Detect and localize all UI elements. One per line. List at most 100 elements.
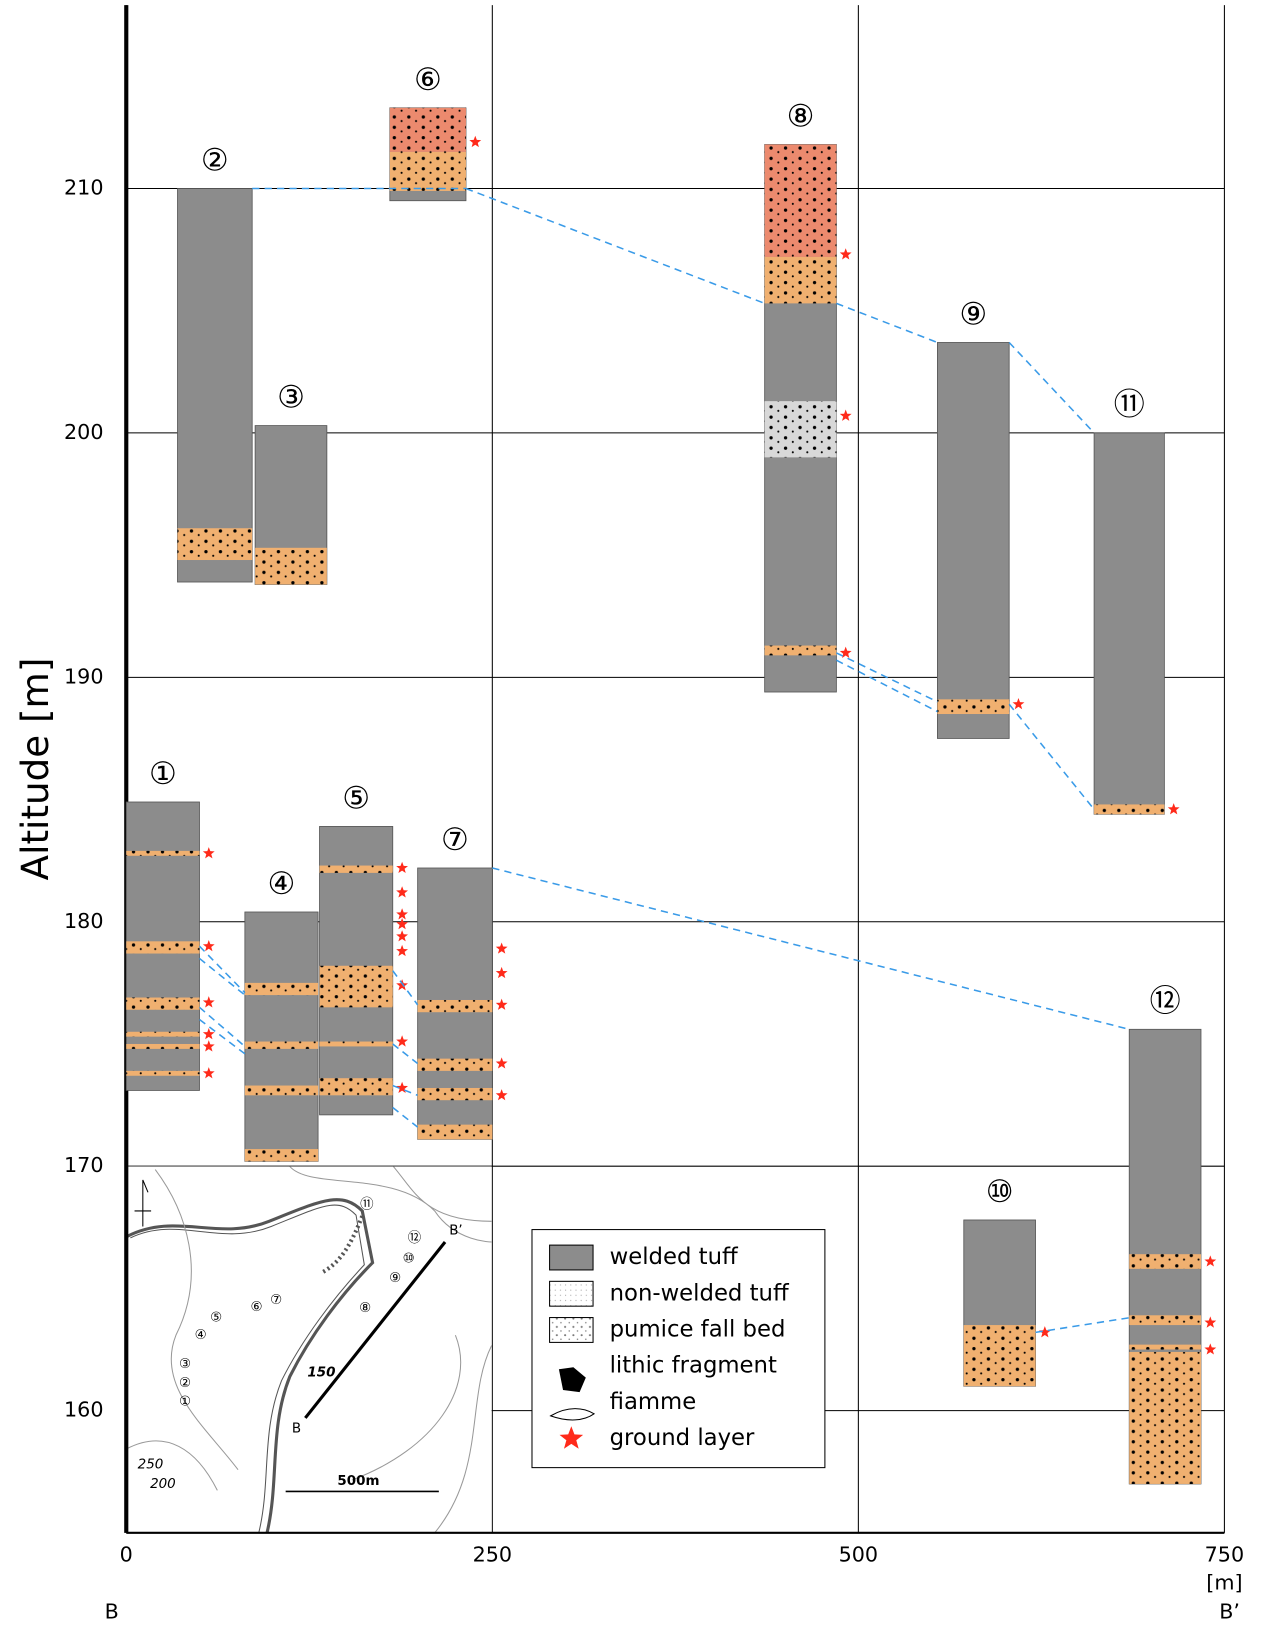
legend-label: pumice fall bed xyxy=(610,1316,786,1342)
correlation-line xyxy=(393,1044,418,1064)
layer xyxy=(390,152,466,191)
ground-layer-star xyxy=(496,1089,508,1100)
site-label: ⑪ xyxy=(360,1197,373,1213)
column-label: ② xyxy=(201,143,229,179)
correlation-line xyxy=(466,188,765,303)
ground-layer-star xyxy=(203,1067,215,1078)
section-start: B xyxy=(292,1421,301,1436)
ground-layer-star xyxy=(496,967,508,978)
layer xyxy=(937,699,1009,714)
legend-label: fiamme xyxy=(610,1389,697,1415)
site-label: ⑥ xyxy=(250,1300,262,1315)
legend-label: lithic fragment xyxy=(610,1353,777,1379)
legend-label: non-welded tuff xyxy=(610,1280,790,1306)
layer xyxy=(126,941,199,953)
ground-layer-star xyxy=(203,847,215,858)
x-tick-label: 0 xyxy=(120,1543,133,1567)
site-label: ① xyxy=(179,1394,191,1409)
ground-layer-star xyxy=(203,1040,215,1051)
ground-layer-star xyxy=(396,1035,408,1046)
y-tick-label: 210 xyxy=(64,175,104,199)
ground-layer-star xyxy=(203,940,215,951)
column-label: ① xyxy=(149,756,177,792)
layer xyxy=(245,1086,318,1096)
layer xyxy=(1129,1315,1201,1325)
layer xyxy=(1129,1345,1201,1350)
layer xyxy=(320,866,393,873)
ground-layer-star xyxy=(396,886,408,897)
layer xyxy=(245,983,318,995)
legend: welded tuff non-welded tuff pumice fall be… xyxy=(532,1230,825,1468)
column-label: ⑫ xyxy=(1150,983,1181,1019)
site-label: ③ xyxy=(179,1357,191,1372)
legend-swatch xyxy=(550,1245,593,1270)
correlation-line xyxy=(836,660,937,711)
column-label: ⑦ xyxy=(441,822,469,858)
layer xyxy=(320,966,393,1008)
column-label: ⑤ xyxy=(342,781,370,817)
x-tick-label: 750 xyxy=(1205,1543,1245,1567)
ground-layer-star xyxy=(1204,1255,1216,1266)
ground-layer-star xyxy=(496,1057,508,1068)
layer xyxy=(418,1000,493,1012)
site-label: ② xyxy=(179,1376,191,1391)
chart: 1601701801902002100250500750 ① ② ③ ④ ⑤ ⑥… xyxy=(0,0,1263,1628)
ground-layer-star xyxy=(1204,1316,1216,1327)
column-label: ⑧ xyxy=(787,99,815,135)
column xyxy=(245,912,318,1161)
ground-layer-star xyxy=(496,942,508,953)
ground-layer-star xyxy=(396,930,408,941)
layer xyxy=(1129,1352,1201,1484)
correlation-line xyxy=(199,946,244,992)
layer xyxy=(126,1044,199,1049)
layer xyxy=(126,1032,199,1037)
legend-label: ground layer xyxy=(610,1425,755,1451)
column xyxy=(1094,433,1164,814)
contour-label: 250 xyxy=(138,1458,164,1473)
ground-layer-star xyxy=(396,918,408,929)
layer xyxy=(964,1325,1036,1386)
layer xyxy=(126,998,199,1010)
site-label: ⑩ xyxy=(403,1252,415,1267)
y-tick-label: 160 xyxy=(64,1398,104,1422)
ground-layer-star xyxy=(1013,698,1025,709)
ground-layer-star xyxy=(396,945,408,956)
layer xyxy=(126,851,199,856)
layer xyxy=(255,548,327,585)
legend-label: welded tuff xyxy=(610,1244,739,1270)
x-axis-unit: [m] xyxy=(1206,1571,1242,1595)
layer xyxy=(126,1071,199,1076)
section-end-label: B’ xyxy=(1219,1600,1240,1624)
layer xyxy=(320,1078,393,1095)
layer xyxy=(418,1088,493,1100)
scale-label: 500m xyxy=(337,1474,379,1489)
x-tick-label: 250 xyxy=(473,1543,513,1567)
layer xyxy=(418,1059,493,1071)
layer xyxy=(765,401,837,457)
y-tick-label: 180 xyxy=(64,909,104,933)
inset-map: ① ② ③ ④ ⑤ ⑥ ⑦ ⑧ ⑨ ⑩ ⑪ ⑫ 150 250 200 500m… xyxy=(126,1166,491,1532)
site-label: ⑫ xyxy=(408,1230,421,1246)
section-start-label: B xyxy=(105,1600,119,1624)
correlation-line xyxy=(1009,704,1094,809)
site-label: ⑨ xyxy=(389,1271,401,1286)
correlation-line xyxy=(199,958,244,995)
layer xyxy=(320,1042,393,1047)
ground-layer-star xyxy=(1168,803,1180,814)
column-label: ③ xyxy=(277,380,305,416)
contour-label: 200 xyxy=(150,1477,176,1492)
site-label: ⑧ xyxy=(359,1301,371,1316)
correlation-line xyxy=(199,1007,244,1046)
column xyxy=(937,342,1009,738)
layer xyxy=(765,144,837,256)
y-tick-label: 170 xyxy=(64,1153,104,1177)
ground-layer-star xyxy=(396,862,408,873)
contour-label: 150 xyxy=(307,1365,335,1380)
correlation-line xyxy=(836,303,937,342)
correlation-line xyxy=(1009,342,1094,432)
ground-layer-star xyxy=(1204,1343,1216,1354)
y-tick-label: 200 xyxy=(64,420,104,444)
column-label: ⑩ xyxy=(986,1174,1014,1210)
layer xyxy=(178,528,253,560)
